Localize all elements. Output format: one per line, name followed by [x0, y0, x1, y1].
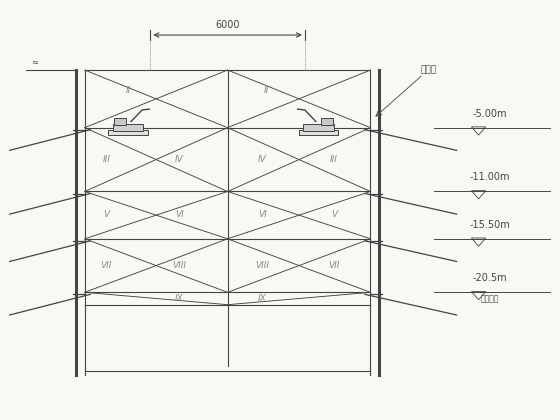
- Bar: [298, 130, 338, 135]
- Text: III: III: [102, 155, 110, 164]
- Text: IX: IX: [175, 294, 184, 303]
- Text: -5.00m: -5.00m: [473, 109, 507, 118]
- Text: VIII: VIII: [172, 261, 186, 270]
- Text: IX: IX: [258, 294, 267, 303]
- Bar: [321, 118, 333, 125]
- Text: IV: IV: [258, 155, 267, 164]
- Bar: [304, 124, 334, 131]
- Text: VII: VII: [328, 261, 340, 270]
- Text: V: V: [331, 210, 337, 219]
- Text: II: II: [264, 86, 269, 95]
- Text: V: V: [103, 210, 109, 219]
- Text: ≈: ≈: [31, 57, 38, 66]
- Text: III: III: [330, 155, 338, 164]
- Text: 锚杆机: 锚杆机: [421, 65, 437, 74]
- Bar: [114, 118, 126, 125]
- Text: 基底标高: 基底标高: [480, 294, 499, 303]
- Text: -11.00m: -11.00m: [469, 173, 510, 182]
- Text: -20.5m: -20.5m: [472, 273, 507, 283]
- Bar: [113, 124, 143, 131]
- Text: VI: VI: [258, 210, 267, 219]
- Text: VIII: VIII: [255, 261, 269, 270]
- Text: IV: IV: [175, 155, 184, 164]
- Bar: [109, 130, 148, 135]
- Text: VI: VI: [175, 210, 184, 219]
- Text: -15.50m: -15.50m: [469, 220, 510, 230]
- Text: 6000: 6000: [216, 20, 240, 30]
- Text: II: II: [125, 86, 131, 95]
- Text: VII: VII: [101, 261, 112, 270]
